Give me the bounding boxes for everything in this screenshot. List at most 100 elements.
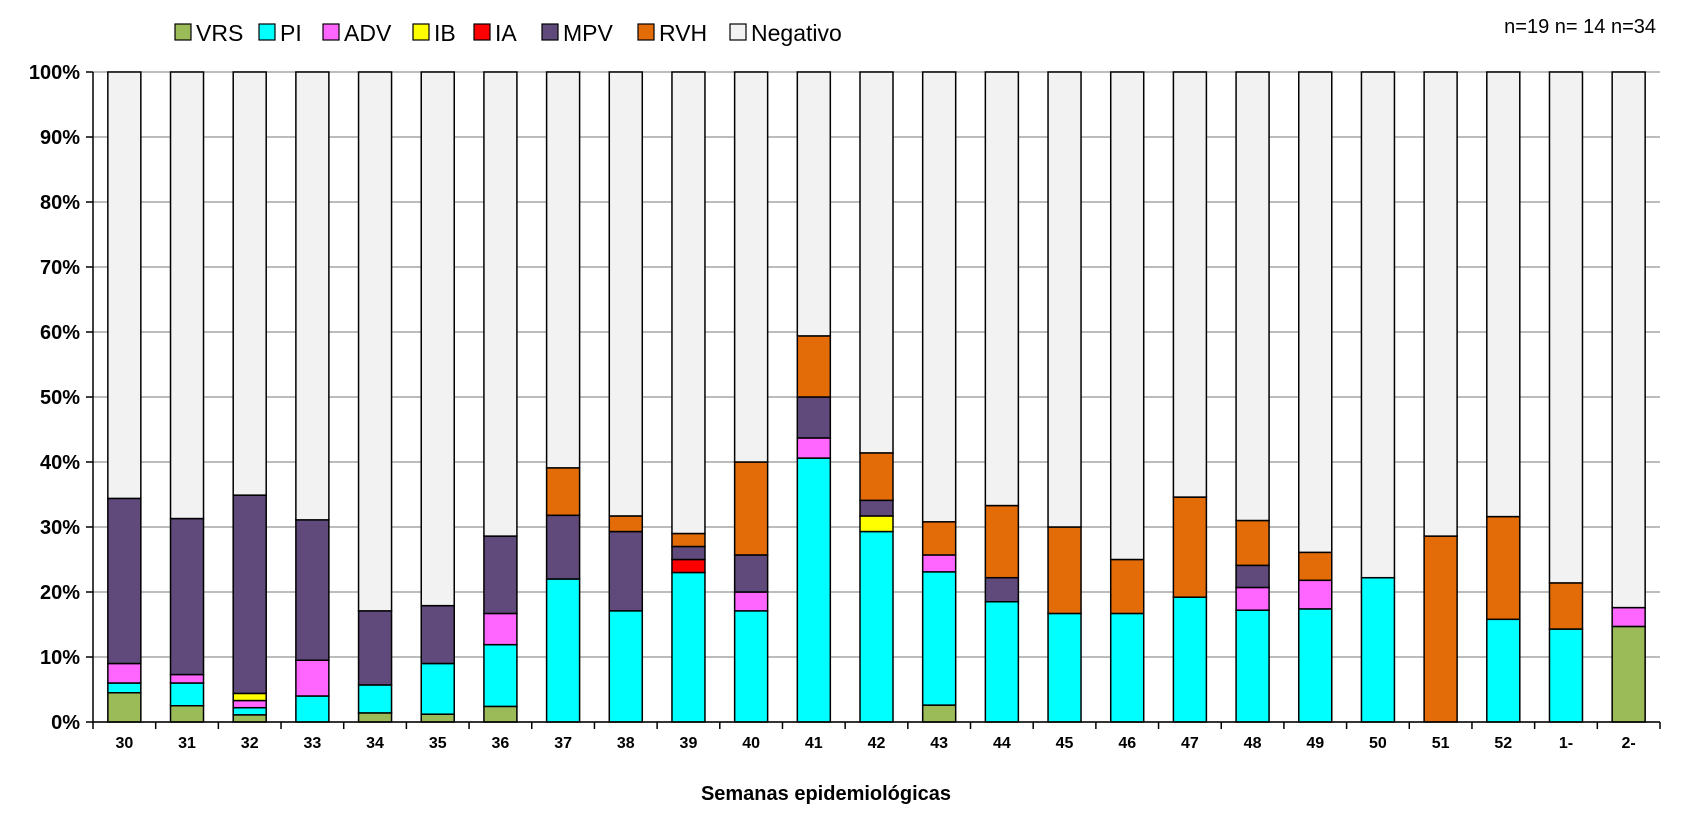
bar-segment-negativo [984,71,1020,507]
legend-item-ia: IA [473,20,517,46]
bars [107,71,1646,723]
x-tick-label: 43 [930,735,948,752]
bar-segment-mpv [107,497,142,665]
x-tick-label: 40 [742,735,760,752]
bar-segment-mpv [357,610,393,686]
bar-segment-rvh [984,504,1020,579]
bar-segment-pi [295,695,330,723]
x-tick-label: 39 [680,735,698,752]
bar-segment-mpv [859,499,894,517]
bar-segment-negativo [1298,71,1333,554]
bar-segment-mpv [295,519,330,661]
x-tick-label: 49 [1306,735,1324,752]
bar-segment-vrs [169,705,205,723]
bar-segment-vrs [107,692,142,723]
bar-segment-negativo [1423,71,1458,537]
x-tick-label: 42 [868,735,886,752]
x-tick-label: 38 [617,735,635,752]
bar-segment-negativo [483,71,518,537]
x-tick-label: 36 [492,735,510,752]
bar-segment-rvh [1109,558,1145,615]
x-tick-label: 2- [1622,735,1636,752]
bar-segment-ib [859,515,894,533]
legend-item-rvh: RVH [637,20,707,46]
bar-segment-adv [733,591,769,612]
legend-label: IA [495,20,517,46]
y-tick-label: 20% [40,582,80,604]
bar-segment-ib [232,692,267,702]
bar-segment-adv [295,659,330,697]
x-tick-label: 35 [429,735,447,752]
bar-segment-pi [1548,628,1584,723]
bar-segment-negativo [1235,71,1270,522]
legend-item-mpv: MPV [541,20,614,46]
x-tick-label: 31 [178,735,196,752]
x-tick-label: 50 [1369,735,1387,752]
bar-segment-adv [232,699,267,709]
bar-segment-adv [1298,579,1333,610]
bar-segment-adv [1611,606,1646,628]
bar-segment-pi [357,684,393,714]
bar-segment-vrs [1611,625,1646,723]
x-tick-label: 44 [993,735,1011,752]
x-tick-label: 37 [554,735,572,752]
bar-segment-negativo [796,71,832,337]
legend-label: IB [434,20,456,46]
x-axis-title: Semanas epidemiológicas [701,783,951,805]
bar-segment-negativo [357,71,393,612]
bar-segment-mpv [169,517,205,676]
x-tick-label: 41 [805,735,823,752]
x-tick-label: 48 [1244,735,1262,752]
legend-label: Negativo [751,20,842,46]
x-tick-label: 46 [1118,735,1136,752]
bar-segment-rvh [733,461,769,556]
legend: VRS PI ADV IB IA MPV RVH Negativo [174,20,842,46]
bar-segment-pi [1235,609,1270,723]
bar-segment-adv [483,612,518,646]
x-tick-label: 34 [366,735,384,752]
bar-segment-rvh [671,532,706,548]
bar-segment-rvh [921,521,957,556]
x-tick-label: 51 [1432,735,1450,752]
bar-segment-negativo [671,71,706,535]
bar-segment-vrs [232,714,267,723]
bar-segment-adv [921,554,957,573]
legend-label: VRS [196,20,243,46]
bar-segment-pi [608,610,644,723]
bar-segment-pi [984,601,1020,723]
bar-segment-rvh [1172,496,1208,598]
bar-segment-rvh [1486,515,1521,621]
bar-segment-vrs [357,712,393,723]
bar-segment-pi [420,662,455,715]
bar-segment-pi [483,643,518,708]
y-tick-label: 90% [40,127,80,149]
bar-segment-pi [1047,612,1082,723]
x-tick-label: 1- [1559,735,1573,752]
bar-segment-mpv [671,545,706,561]
bar-segment-vrs [921,704,957,723]
bar-segment-negativo [1486,71,1521,518]
bar-segment-ia [671,558,706,574]
bar-segment-negativo [545,71,581,469]
bar-segment-adv [107,662,142,684]
bar-segment-rvh [1235,519,1270,567]
bar-segment-pi [796,457,832,723]
x-tick-label: 32 [241,735,259,752]
bar-segment-mpv [733,554,769,593]
legend-item-negativo: Negativo [729,20,842,46]
bar-segment-negativo [232,71,267,496]
x-tick-label: 45 [1056,735,1074,752]
legend-item-vrs: VRS [174,20,243,46]
bar-segment-negativo [107,71,142,500]
y-tick-label: 50% [40,387,80,409]
y-tick-label: 30% [40,517,80,539]
y-tick-label: 100% [29,62,80,84]
legend-swatch [174,23,192,41]
bar-segment-adv [796,437,832,459]
bar-segment-negativo [921,71,957,523]
legend-swatch [729,23,747,41]
bar-segment-negativo [1360,71,1396,579]
bar-segment-pi [1486,618,1521,723]
bar-segment-negativo [1611,71,1646,609]
